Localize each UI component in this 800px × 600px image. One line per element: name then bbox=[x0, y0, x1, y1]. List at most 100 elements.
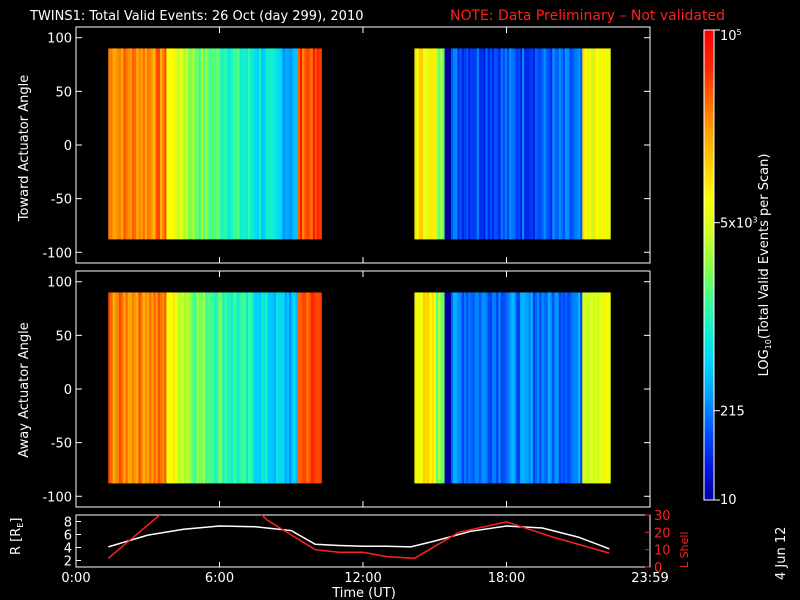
spectrogram-column bbox=[289, 292, 292, 484]
spectrogram-column bbox=[187, 292, 191, 484]
spectrogram-column bbox=[522, 48, 525, 240]
spectrogram-column bbox=[545, 48, 549, 240]
spectrogram-column bbox=[545, 292, 549, 484]
spectrogram-column bbox=[476, 48, 480, 240]
xtick-label: 18:00 bbox=[488, 571, 525, 586]
spectrogram-column bbox=[183, 48, 187, 240]
spectrogram-column bbox=[175, 292, 178, 484]
spectrogram-column bbox=[601, 292, 605, 484]
spectrogram-column bbox=[278, 292, 281, 484]
spectrogram-column bbox=[183, 292, 187, 484]
spectrogram-column bbox=[558, 48, 562, 240]
spectrogram-column bbox=[509, 48, 512, 240]
xtick-label: 12:00 bbox=[344, 571, 381, 586]
spectrogram-column bbox=[558, 292, 562, 484]
spectrogram-column bbox=[560, 292, 564, 484]
spectrogram-column bbox=[233, 292, 236, 484]
spectrogram-column bbox=[586, 292, 590, 484]
spectrogram-column bbox=[153, 292, 157, 484]
spectrogram-column bbox=[420, 292, 424, 484]
spectrogram-column bbox=[297, 48, 301, 240]
spectrogram-column bbox=[515, 48, 519, 240]
ytick-label-right: 20 bbox=[654, 526, 671, 541]
spectrogram-column bbox=[517, 292, 521, 484]
spectrogram-column bbox=[519, 48, 523, 240]
spectrogram-column bbox=[116, 292, 120, 484]
spectrogram-column bbox=[170, 48, 174, 240]
spectrogram-column bbox=[481, 292, 484, 484]
spectrogram-column bbox=[289, 48, 292, 240]
spectrogram-column bbox=[274, 292, 277, 484]
ytick-label-right: 10 bbox=[654, 544, 671, 559]
spectrogram-column bbox=[414, 292, 417, 484]
spectrogram-column bbox=[246, 48, 249, 240]
spectrogram-column bbox=[595, 292, 598, 484]
spectrogram-column bbox=[172, 292, 176, 484]
spectrogram-column bbox=[556, 48, 560, 240]
spectrogram-column bbox=[597, 292, 600, 484]
spectrogram-column bbox=[110, 48, 113, 240]
colorbar-tick-label: 215 bbox=[720, 405, 745, 420]
ytick-label: -100 bbox=[42, 490, 72, 505]
spectrogram-column bbox=[562, 292, 566, 484]
spectrogram-column bbox=[519, 292, 523, 484]
spectrogram-column bbox=[129, 292, 133, 484]
spectrogram-column bbox=[108, 48, 111, 240]
spectrogram-column bbox=[502, 48, 506, 240]
spectrogram-column bbox=[224, 292, 228, 484]
spectrogram-column bbox=[448, 292, 452, 484]
spectrogram-column bbox=[134, 292, 137, 484]
spectrogram-column bbox=[218, 48, 221, 240]
spectrogram-column bbox=[261, 292, 264, 484]
spectrogram-column bbox=[582, 292, 585, 484]
spectrogram-column bbox=[487, 292, 491, 484]
spectrogram-column bbox=[207, 292, 210, 484]
spectrogram-column bbox=[562, 48, 566, 240]
spectrogram-column bbox=[554, 292, 557, 484]
spectrogram-column bbox=[209, 292, 213, 484]
spectrogram-column bbox=[295, 292, 299, 484]
spectrogram-column bbox=[599, 48, 603, 240]
spectrogram-column bbox=[571, 292, 575, 484]
spectrogram-column bbox=[286, 48, 290, 240]
spectrogram-column bbox=[453, 48, 456, 240]
spectrogram-column bbox=[537, 48, 540, 240]
spectrogram-column bbox=[537, 292, 540, 484]
ytick-label: 100 bbox=[47, 32, 72, 47]
ytick-label: 50 bbox=[55, 85, 72, 100]
spectrogram-column bbox=[468, 292, 471, 484]
ytick-label: -50 bbox=[51, 437, 72, 452]
spectrogram-column bbox=[302, 292, 305, 484]
spectrogram-column bbox=[263, 292, 266, 484]
spectrogram-column bbox=[271, 292, 275, 484]
spectrogram-column bbox=[248, 48, 251, 240]
spectrogram-column bbox=[138, 292, 141, 484]
spectrogram-column bbox=[235, 292, 238, 484]
figure-title: TWINS1: Total Valid Events: 26 Oct (day … bbox=[29, 9, 364, 24]
spectrogram-column bbox=[202, 48, 206, 240]
spectrogram-column bbox=[429, 48, 433, 240]
spectrogram-column bbox=[543, 292, 547, 484]
spectrogram-column bbox=[228, 48, 232, 240]
spectrogram-column bbox=[164, 48, 167, 240]
spectrogram-column bbox=[220, 48, 223, 240]
spectrogram-column bbox=[319, 48, 322, 240]
colorbar-tick-label: 5x103 bbox=[720, 216, 758, 232]
spectrogram-column bbox=[263, 48, 266, 240]
spectrogram-column bbox=[119, 292, 122, 484]
spectrogram-column bbox=[455, 48, 458, 240]
spectrogram-column bbox=[237, 292, 240, 484]
spectrogram-column bbox=[157, 292, 161, 484]
spectrogram-column bbox=[185, 292, 189, 484]
spectrogram-column bbox=[310, 292, 314, 484]
spectrogram-column bbox=[550, 292, 553, 484]
spectrogram-column bbox=[267, 292, 271, 484]
spectrogram-column bbox=[254, 48, 258, 240]
spectrogram-column bbox=[194, 48, 197, 240]
spectrogram-column bbox=[252, 48, 256, 240]
spectrogram-column bbox=[239, 292, 243, 484]
spectrogram-column bbox=[136, 48, 139, 240]
spectrogram-column bbox=[134, 48, 137, 240]
spectrogram-column bbox=[590, 48, 594, 240]
spectrogram-column bbox=[153, 48, 157, 240]
